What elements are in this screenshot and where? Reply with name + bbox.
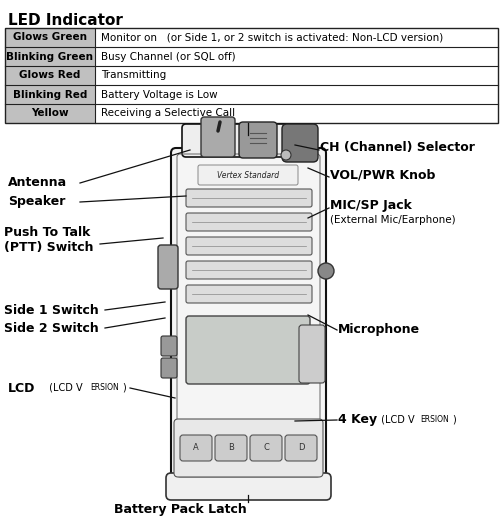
Text: Glows Green: Glows Green bbox=[13, 32, 87, 42]
Text: 4 Key: 4 Key bbox=[338, 413, 377, 426]
Text: Side 1 Switch: Side 1 Switch bbox=[4, 303, 99, 316]
Text: Glows Red: Glows Red bbox=[19, 70, 80, 80]
Text: (LCD V: (LCD V bbox=[46, 383, 82, 393]
Text: D: D bbox=[298, 444, 304, 453]
Text: Speaker: Speaker bbox=[8, 196, 65, 208]
Text: Battery Voltage is Low: Battery Voltage is Low bbox=[101, 89, 218, 100]
FancyBboxPatch shape bbox=[174, 419, 323, 477]
FancyBboxPatch shape bbox=[166, 473, 331, 500]
Text: Transmitting: Transmitting bbox=[101, 70, 166, 80]
Text: Battery Pack Latch: Battery Pack Latch bbox=[114, 504, 246, 516]
Text: Monitor on   (or Side 1, or 2 switch is activated: Non-LCD version): Monitor on (or Side 1, or 2 switch is ac… bbox=[101, 32, 443, 42]
FancyBboxPatch shape bbox=[250, 435, 282, 461]
FancyBboxPatch shape bbox=[186, 261, 312, 279]
FancyBboxPatch shape bbox=[201, 117, 235, 157]
Text: Side 2 Switch: Side 2 Switch bbox=[4, 322, 99, 335]
Text: Blinking Red: Blinking Red bbox=[13, 89, 87, 100]
Text: Antenna: Antenna bbox=[8, 176, 67, 189]
Text: (LCD V: (LCD V bbox=[378, 415, 414, 425]
Text: Receiving a Selective Call: Receiving a Selective Call bbox=[101, 109, 235, 118]
FancyBboxPatch shape bbox=[198, 165, 298, 185]
FancyBboxPatch shape bbox=[282, 124, 318, 162]
Circle shape bbox=[318, 263, 334, 279]
FancyBboxPatch shape bbox=[186, 285, 312, 303]
Text: A: A bbox=[193, 444, 199, 453]
Text: Microphone: Microphone bbox=[338, 324, 420, 337]
Text: C: C bbox=[263, 444, 269, 453]
FancyBboxPatch shape bbox=[239, 122, 277, 158]
Text: ): ) bbox=[122, 383, 126, 393]
Text: Yellow: Yellow bbox=[31, 109, 69, 118]
Circle shape bbox=[281, 150, 291, 160]
Text: (PTT) Switch: (PTT) Switch bbox=[4, 242, 94, 255]
Bar bbox=[5, 85, 95, 104]
Bar bbox=[5, 66, 95, 85]
Text: ERSION: ERSION bbox=[420, 416, 449, 424]
FancyBboxPatch shape bbox=[182, 124, 315, 157]
FancyBboxPatch shape bbox=[161, 358, 177, 378]
FancyBboxPatch shape bbox=[285, 435, 317, 461]
Text: LED Indicator: LED Indicator bbox=[8, 13, 123, 28]
Text: Push To Talk: Push To Talk bbox=[4, 226, 91, 239]
Text: (External Mic/Earphone): (External Mic/Earphone) bbox=[330, 215, 456, 225]
FancyBboxPatch shape bbox=[186, 237, 312, 255]
Text: ): ) bbox=[452, 415, 456, 425]
FancyBboxPatch shape bbox=[215, 435, 247, 461]
Bar bbox=[5, 47, 95, 66]
Text: ERSION: ERSION bbox=[90, 384, 119, 393]
Text: B: B bbox=[228, 444, 234, 453]
Text: Busy Channel (or SQL off): Busy Channel (or SQL off) bbox=[101, 52, 235, 62]
FancyBboxPatch shape bbox=[180, 435, 212, 461]
FancyBboxPatch shape bbox=[161, 336, 177, 356]
Bar bbox=[5, 28, 498, 123]
FancyBboxPatch shape bbox=[171, 148, 326, 483]
Bar bbox=[5, 28, 95, 47]
Text: CH (Channel) Selector: CH (Channel) Selector bbox=[320, 141, 475, 155]
Text: LCD: LCD bbox=[8, 382, 35, 395]
Text: Blinking Green: Blinking Green bbox=[7, 52, 94, 62]
Bar bbox=[5, 104, 95, 123]
FancyBboxPatch shape bbox=[299, 325, 325, 383]
FancyBboxPatch shape bbox=[186, 189, 312, 207]
Text: Vertex Standard: Vertex Standard bbox=[217, 171, 279, 180]
FancyBboxPatch shape bbox=[186, 316, 310, 384]
FancyBboxPatch shape bbox=[186, 213, 312, 231]
Text: MIC/SP Jack: MIC/SP Jack bbox=[330, 198, 412, 211]
FancyBboxPatch shape bbox=[158, 245, 178, 289]
Text: VOL/PWR Knob: VOL/PWR Knob bbox=[330, 169, 436, 182]
